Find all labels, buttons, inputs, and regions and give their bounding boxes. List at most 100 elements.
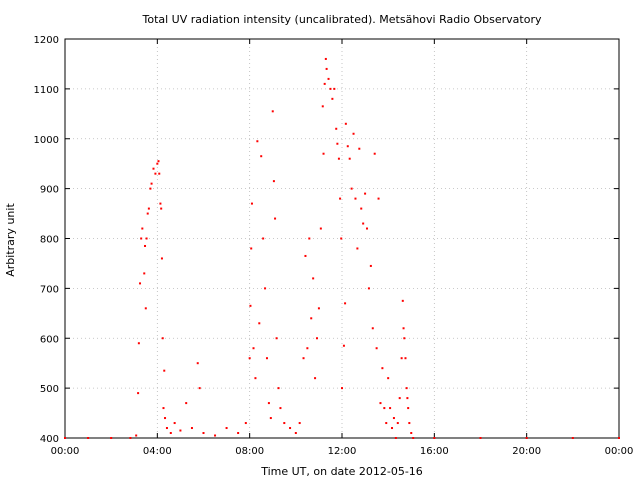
data-point: [87, 437, 90, 439]
data-point: [140, 237, 143, 240]
data-point: [149, 187, 152, 190]
data-point: [129, 437, 132, 439]
data-point: [406, 397, 409, 400]
data-point: [158, 172, 161, 175]
data-point: [321, 105, 324, 108]
data-point: [250, 202, 253, 205]
data-point: [400, 357, 403, 360]
data-point: [412, 437, 415, 439]
data-point: [377, 197, 380, 200]
data-point: [396, 422, 399, 425]
data-point: [157, 160, 160, 163]
data-point: [64, 437, 66, 439]
data-point: [315, 337, 318, 340]
data-point: [258, 322, 261, 325]
data-point: [110, 437, 113, 439]
data-point: [433, 437, 436, 439]
data-point: [350, 187, 353, 190]
data-point: [344, 302, 347, 305]
data-point: [248, 357, 251, 360]
data-point: [289, 427, 292, 430]
data-point: [237, 432, 240, 435]
data-point: [143, 272, 146, 275]
data-point: [387, 377, 390, 380]
data-point: [283, 422, 286, 425]
data-point: [214, 434, 217, 437]
data-point: [346, 145, 349, 148]
data-point: [179, 429, 182, 432]
data-point: [336, 142, 339, 145]
data-point: [294, 432, 297, 435]
data-point: [165, 427, 168, 430]
data-point: [391, 427, 394, 430]
data-point: [173, 422, 176, 425]
data-point: [327, 77, 330, 80]
data-point: [272, 180, 275, 183]
data-point: [190, 427, 193, 430]
x-tick-label: 16:00: [420, 446, 449, 457]
data-point: [135, 434, 138, 437]
data-point: [271, 110, 274, 113]
y-tick-label: 900: [40, 185, 59, 196]
x-tick-label: 08:00: [235, 446, 264, 457]
data-point: [375, 347, 378, 350]
data-point: [379, 402, 382, 405]
tick-label-layer: 00:00 04:00 08:00 12:00 16:00 20:00 00:0040050…: [34, 35, 634, 457]
data-point: [160, 207, 163, 210]
data-point: [314, 377, 317, 380]
data-point: [310, 317, 313, 320]
data-point: [335, 127, 338, 130]
data-point: [150, 182, 153, 185]
data-point: [364, 192, 367, 195]
data-point: [156, 162, 159, 165]
data-point: [225, 427, 228, 430]
data-point: [389, 407, 392, 410]
data-point: [383, 407, 386, 410]
data-point: [324, 57, 327, 60]
data-point: [196, 362, 199, 365]
data-point: [267, 402, 270, 405]
data-point: [333, 87, 336, 90]
y-tick-label: 1100: [34, 85, 59, 96]
y-tick-label: 700: [40, 284, 59, 295]
chart-title: Total UV radiation intensity (uncalibrat…: [142, 13, 542, 26]
data-point: [362, 222, 365, 225]
data-point: [325, 67, 328, 70]
data-point: [329, 87, 332, 90]
data-point: [146, 212, 149, 215]
data-point: [392, 417, 395, 420]
data-point: [162, 407, 165, 410]
data-point: [344, 122, 347, 125]
data-point: [405, 387, 408, 390]
y-axis-label: Arbitrary unit: [4, 203, 17, 277]
data-point: [394, 437, 397, 439]
data-point: [354, 197, 357, 200]
data-point: [342, 344, 345, 347]
data-point: [198, 387, 201, 390]
x-tick-label: 04:00: [143, 446, 172, 457]
data-point: [169, 432, 172, 435]
data-point: [360, 207, 363, 210]
data-point: [401, 299, 404, 302]
data-point: [369, 264, 372, 267]
data-point: [137, 342, 140, 345]
data-point: [275, 337, 278, 340]
data-point: [403, 337, 406, 340]
data-points-layer: [64, 57, 620, 439]
data-point: [152, 167, 155, 170]
data-point: [274, 217, 277, 220]
data-point: [358, 147, 361, 150]
data-point: [264, 287, 267, 290]
data-point: [410, 432, 413, 435]
data-point: [308, 237, 311, 240]
data-point: [277, 387, 280, 390]
data-point: [367, 287, 370, 290]
data-point: [256, 140, 259, 143]
y-tick-label: 500: [40, 384, 59, 395]
data-point: [348, 157, 351, 160]
y-tick-label: 800: [40, 235, 59, 246]
data-point: [356, 247, 359, 250]
data-point: [373, 152, 376, 155]
data-point: [244, 422, 247, 425]
